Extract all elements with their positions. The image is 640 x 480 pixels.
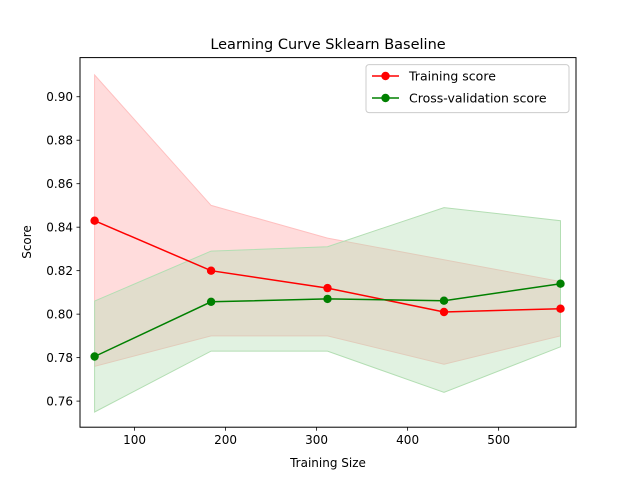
y-tick-label: 0.86 bbox=[46, 177, 73, 191]
legend: Training score Cross-validation score bbox=[365, 64, 570, 114]
point-series-1-2 bbox=[323, 294, 332, 304]
confidence-bands bbox=[94, 73, 561, 413]
chart-title: Learning Curve Sklearn Baseline bbox=[210, 37, 445, 53]
plot-frame bbox=[79, 57, 577, 428]
point-series-1-0 bbox=[90, 352, 99, 361]
legend-box bbox=[365, 64, 570, 114]
x-tick-label: 200 bbox=[214, 433, 237, 447]
legend-marker-training bbox=[381, 71, 390, 81]
y-tick-label: 0.90 bbox=[46, 90, 73, 104]
point-series-1-3 bbox=[439, 296, 449, 305]
legend-marker-cv bbox=[381, 93, 390, 103]
point-series-0-0 bbox=[90, 216, 99, 225]
y-axis-label: Score bbox=[20, 225, 34, 259]
x-tick-label: 300 bbox=[305, 433, 328, 447]
y-tick-label: 0.76 bbox=[46, 394, 73, 408]
point-series-0-3 bbox=[439, 307, 449, 317]
y-axis-ticks: 0.76 0.78 0.80 0.82 0.84 0.86 0.88 0.90 bbox=[46, 90, 80, 408]
point-series-0-2 bbox=[323, 283, 332, 293]
legend-label-cv: Cross-validation score bbox=[409, 91, 547, 106]
y-tick-label: 0.82 bbox=[46, 264, 73, 278]
y-tick-label: 0.88 bbox=[46, 134, 73, 148]
point-series-0-4 bbox=[556, 304, 565, 313]
point-series-1-4 bbox=[556, 279, 565, 288]
band-series-1 bbox=[94, 207, 561, 413]
point-series-1-1 bbox=[206, 297, 216, 306]
x-tick-label: 400 bbox=[396, 433, 419, 447]
x-tick-label: 500 bbox=[487, 433, 510, 447]
legend-label-training: Training score bbox=[408, 69, 496, 84]
x-axis-label: Training Size bbox=[289, 456, 366, 470]
y-tick-label: 0.78 bbox=[46, 351, 73, 365]
point-series-0-1 bbox=[206, 266, 216, 275]
x-axis-ticks: 100 200 300 400 500 bbox=[123, 427, 510, 447]
x-tick-label: 100 bbox=[123, 433, 146, 447]
y-tick-label: 0.80 bbox=[46, 307, 73, 321]
series-points bbox=[90, 216, 565, 361]
y-tick-label: 0.84 bbox=[46, 220, 73, 234]
